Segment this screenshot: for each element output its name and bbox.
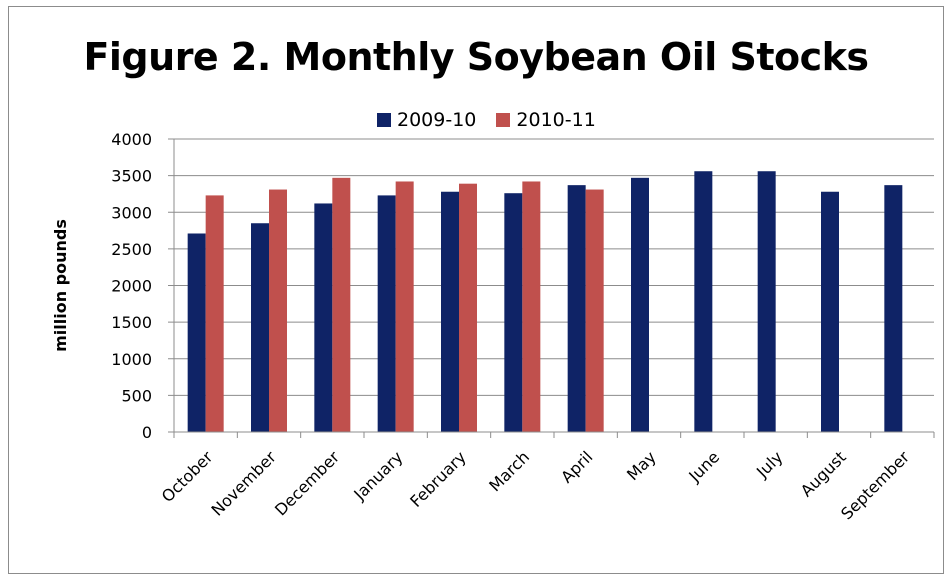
x-tick-label: July — [752, 447, 786, 481]
bar-2009-10-January — [377, 195, 396, 432]
bar-2009-10-October — [187, 233, 206, 432]
x-tick-label: January — [349, 447, 406, 504]
x-tick-label: October — [158, 447, 217, 506]
y-tick-labels: 0 500 1000 1500 2000 2500 3000 3500 4000 — [111, 130, 152, 442]
y-axis-label: million pounds — [51, 219, 70, 352]
y-tick-label: 3500 — [111, 167, 152, 186]
legend-swatch-series-1 — [377, 113, 391, 127]
chart-frame: Figure 2. Monthly Soybean Oil Stocks 200… — [8, 6, 944, 574]
bar-2010-11-October — [205, 195, 224, 432]
axes — [168, 138, 935, 438]
x-tick-label: May — [623, 447, 660, 484]
y-tick-label: 1500 — [111, 313, 152, 332]
bar-2010-11-December — [332, 177, 351, 432]
legend-label-series-2: 2010-11 — [516, 109, 596, 131]
bar-2009-10-November — [251, 223, 269, 432]
y-tick-label: 500 — [121, 386, 152, 405]
y-tick-label: 1000 — [111, 350, 152, 369]
bar-2009-10-December — [314, 203, 333, 432]
bar-2010-11-March — [522, 181, 541, 432]
x-tick-label: September — [837, 447, 913, 523]
bar-2010-11-January — [395, 181, 414, 432]
y-tick-label: 4000 — [111, 130, 152, 149]
bar-2009-10-September — [884, 185, 903, 432]
legend-item-series-2: 2010-11 — [496, 109, 596, 131]
chart-title: Figure 2. Monthly Soybean Oil Stocks — [83, 35, 869, 79]
bar-2009-10-August — [821, 191, 839, 432]
bar-2009-10-February — [441, 191, 459, 432]
x-tick-label: June — [684, 447, 723, 486]
bar-2009-10-July — [757, 171, 776, 433]
bar-2009-10-March — [504, 193, 523, 432]
bar-2010-11-November — [269, 189, 287, 432]
x-tick-label: August — [797, 447, 850, 500]
x-tick-label: March — [485, 447, 533, 495]
chart-legend: 2009-10 2010-11 — [377, 107, 616, 133]
legend-label-series-1: 2009-10 — [397, 109, 477, 131]
x-tick-label: December — [271, 447, 343, 519]
x-tick-label: February — [406, 447, 470, 511]
y-tick-label: 0 — [142, 423, 152, 442]
bar-2010-11-April — [585, 189, 604, 432]
x-tick-label: November — [208, 447, 281, 520]
y-tick-label: 3000 — [111, 203, 152, 222]
y-tick-label: 2000 — [111, 277, 152, 296]
x-tick-label: April — [557, 447, 596, 486]
y-tick-label: 2500 — [111, 240, 152, 259]
bar-2009-10-June — [694, 171, 713, 433]
bar-2010-11-February — [459, 183, 477, 432]
legend-swatch-series-2 — [496, 113, 511, 127]
bar-2009-10-May — [631, 177, 649, 432]
bars — [187, 171, 903, 433]
gridlines — [174, 138, 934, 433]
legend-item-series-1: 2009-10 — [377, 109, 476, 131]
bar-2009-10-April — [567, 185, 586, 432]
